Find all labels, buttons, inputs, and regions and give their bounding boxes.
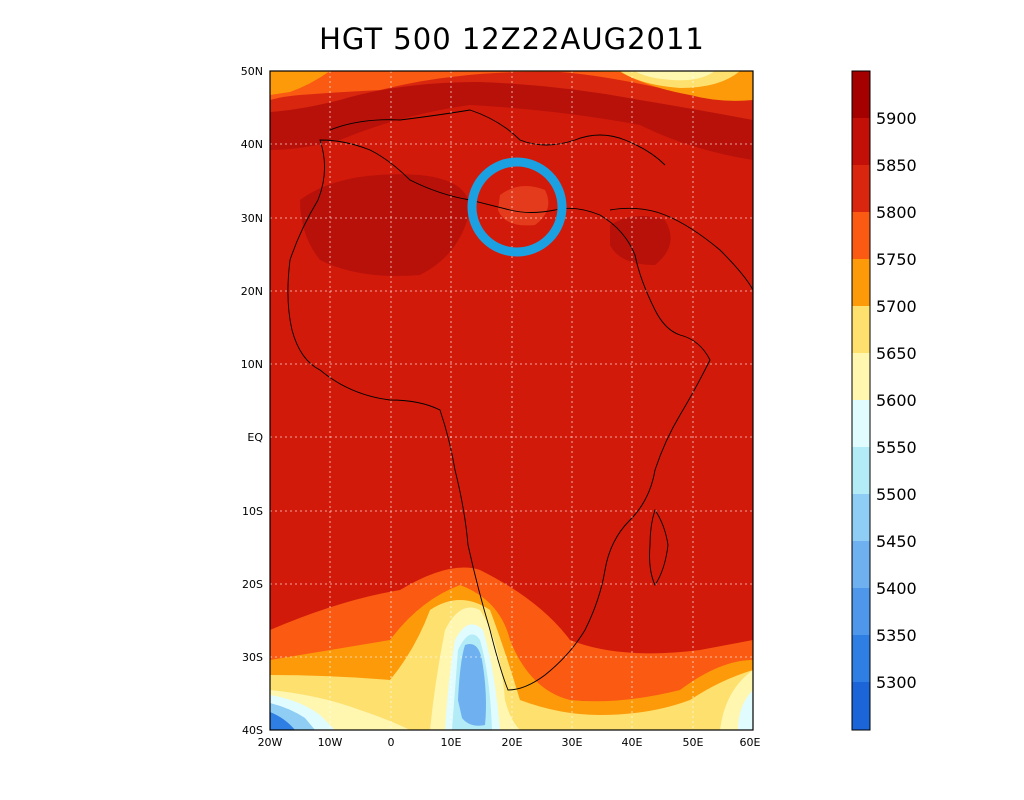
madagascar-coast (649, 508, 669, 586)
colorbar-label: 5750 (876, 250, 917, 269)
lat-label: EQ (247, 431, 263, 444)
colorbar-swatch (852, 400, 870, 447)
contour-5550-southeast (738, 690, 753, 730)
lon-label: 0 (388, 736, 395, 749)
lat-label: 10N (241, 358, 263, 371)
highlight-circle-marker (467, 157, 567, 257)
contour-5700-northwest (270, 71, 330, 95)
lon-label: 10E (441, 736, 462, 749)
colorbar-swatch (852, 588, 870, 635)
lat-label: 30S (242, 651, 263, 664)
colorbar-label: 5900 (876, 109, 917, 128)
europe-coast (329, 109, 666, 166)
lon-label: 10W (318, 736, 343, 749)
colorbar-swatch (852, 306, 870, 353)
colorbar-swatch (852, 118, 870, 165)
colorbar-label: 5700 (876, 297, 917, 316)
colorbar-swatch (852, 353, 870, 400)
lat-label: 50N (241, 65, 263, 78)
map-title: HGT 500 12Z22AUG2011 (319, 22, 705, 56)
map-frame (269, 70, 754, 731)
colorbar-swatch (852, 165, 870, 212)
contour-libya-cell (498, 186, 549, 226)
colorbar-label: 5300 (876, 673, 917, 692)
lon-label: 20E (502, 736, 523, 749)
colorbar-swatch (852, 635, 870, 682)
colorbar-label: 5550 (876, 438, 917, 457)
lat-label: 40S (242, 724, 263, 737)
colorbar-label: 5450 (876, 532, 917, 551)
lon-label: 30E (562, 736, 583, 749)
colorbar-label: 5800 (876, 203, 917, 222)
contour-5350-southwest (270, 712, 295, 730)
lat-axis: 50N 40N 30N 20N 10N EQ 10S 20S 30S 40S (241, 65, 264, 737)
contour-5400-south (458, 644, 486, 726)
colorbar-label: 5650 (876, 344, 917, 363)
colorbar-label: 5350 (876, 626, 917, 645)
colorbar-swatch (852, 541, 870, 588)
lat-label: 40N (241, 138, 263, 151)
lon-label: 50E (683, 736, 704, 749)
contour-field (270, 71, 753, 730)
contour-5750-north (270, 71, 753, 100)
colorbar-label: 5600 (876, 391, 917, 410)
colorbar-swatch (852, 682, 870, 730)
lon-label: 20W (258, 736, 283, 749)
colorbar-label: 5400 (876, 579, 917, 598)
contour-5900-sahara (300, 174, 470, 276)
contour-5600-north (625, 71, 715, 81)
coastlines (287, 109, 753, 691)
lat-label: 20N (241, 285, 263, 298)
lat-label: 20S (242, 578, 263, 591)
lon-label: 60E (740, 736, 761, 749)
colorbar-swatch (852, 259, 870, 306)
colorbar-label: 5850 (876, 156, 917, 175)
africa-coast (287, 139, 711, 691)
arabia-coast (609, 207, 753, 291)
colorbar-label: 5500 (876, 485, 917, 504)
lat-label: 10S (242, 505, 263, 518)
colorbar: 5900 5850 5800 5750 5700 5650 5600 5550 … (851, 70, 917, 731)
grid-lines (270, 71, 753, 730)
colorbar-swatch (852, 494, 870, 541)
lon-label: 40E (622, 736, 643, 749)
lat-label: 30N (241, 212, 263, 225)
contour-5900-arabia (610, 216, 671, 265)
lon-axis: 20W 10W 0 10E 20E 30E 40E 50E 60E (258, 736, 761, 749)
colorbar-swatch (852, 71, 870, 118)
colorbar-swatch (852, 212, 870, 259)
colorbar-swatch (852, 447, 870, 494)
colorbar-frame (851, 70, 871, 731)
